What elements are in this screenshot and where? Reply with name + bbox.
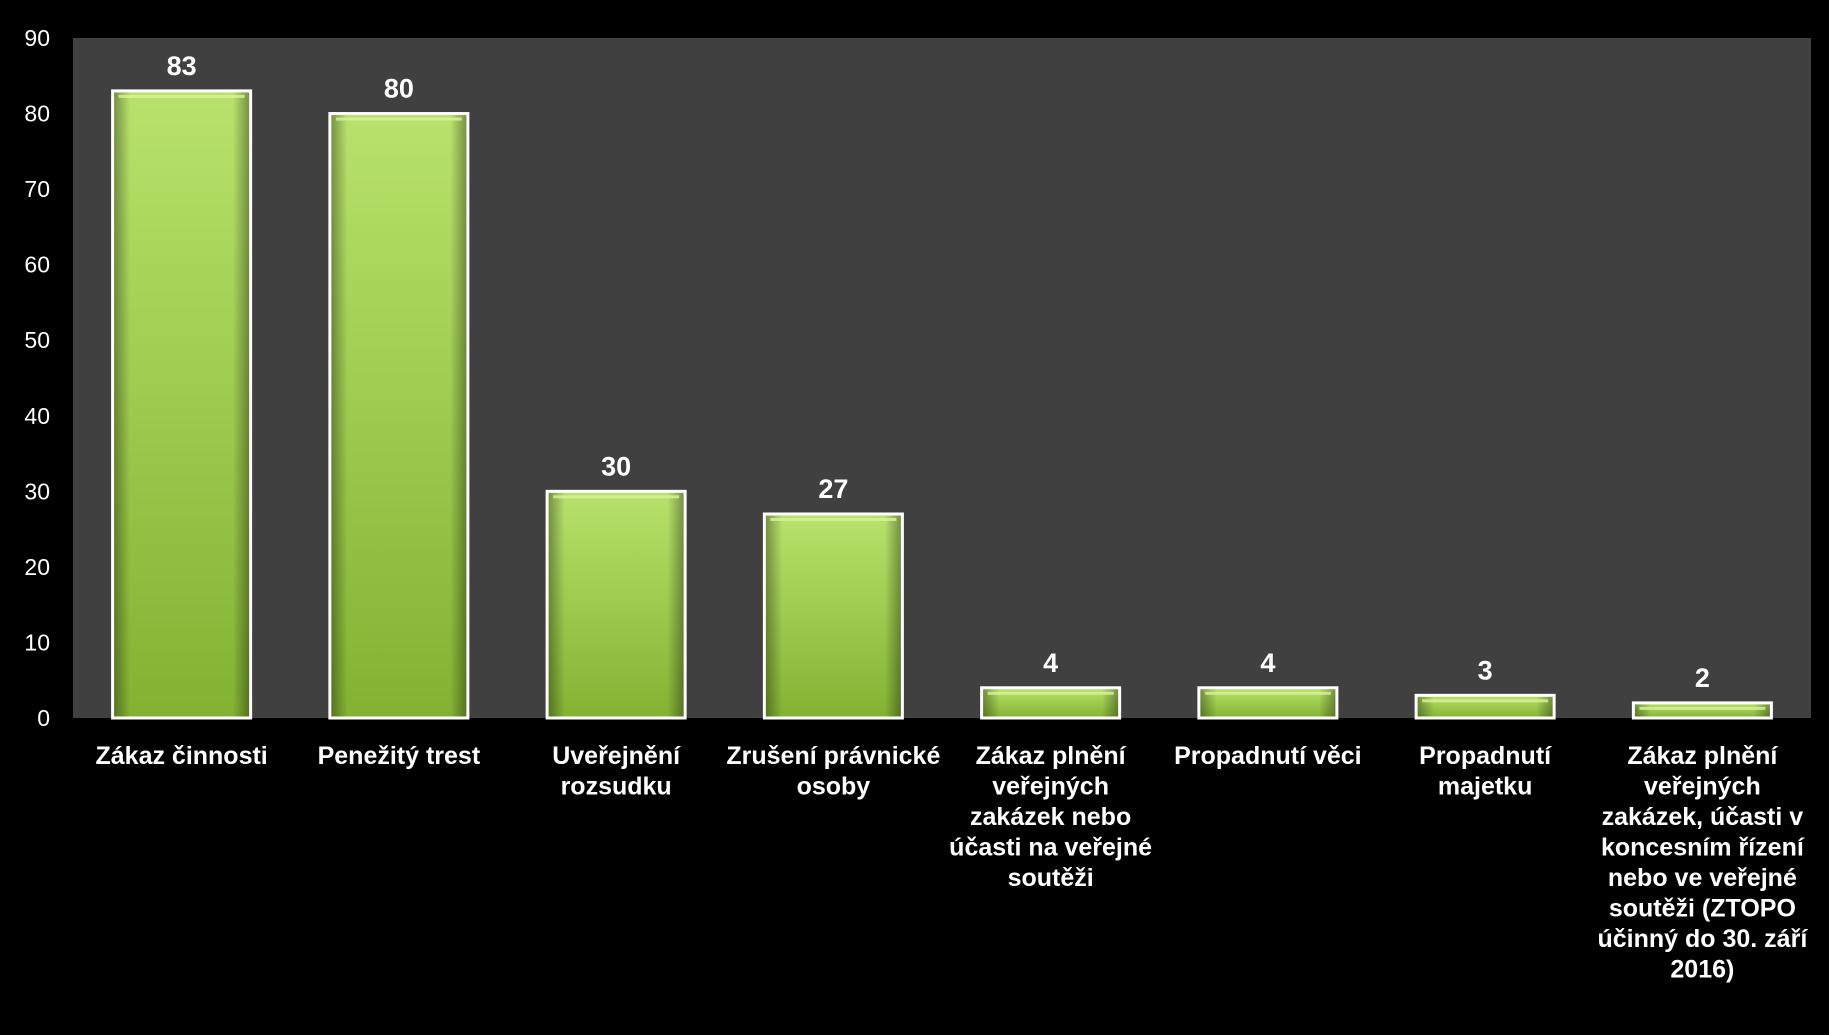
- x-category-label: Zákaz plnění veřejných zakázek nebo účasti …: [949, 742, 1152, 892]
- x-category-label: Penežitý trest: [318, 742, 481, 770]
- bar: [980, 686, 1122, 720]
- bar: [1631, 701, 1773, 720]
- bar-value-label: 80: [384, 74, 414, 104]
- bar: [111, 89, 253, 720]
- x-category-label-line: koncesním řízení: [1601, 834, 1805, 862]
- x-category-label-line: účinný do 30. září: [1597, 925, 1808, 953]
- x-category-label: Propadnutí věci: [1174, 742, 1362, 770]
- bar-shade: [1634, 704, 1770, 717]
- y-tick-label: 30: [24, 478, 50, 504]
- x-category-label-line: Penežitý trest: [318, 742, 481, 770]
- bar-shade: [114, 92, 250, 717]
- bar-value-label: 30: [601, 451, 631, 481]
- bar-highlight: [1422, 699, 1549, 703]
- bar-shade: [548, 492, 684, 717]
- x-category-label-line: Uveřejnění: [552, 742, 681, 770]
- x-category-label-line: veřejných: [1644, 773, 1761, 801]
- x-category-label-line: účasti na veřejné: [949, 834, 1152, 862]
- bar: [762, 512, 904, 720]
- x-category-label-line: Zákaz plnění: [976, 742, 1127, 770]
- bar-value-label: 27: [818, 474, 848, 504]
- x-category-label-line: osoby: [797, 773, 871, 801]
- y-tick-label: 60: [24, 252, 50, 278]
- x-category-label-line: soutěži (ZTOPO: [1609, 895, 1796, 923]
- bar-value-label: 2: [1695, 663, 1710, 693]
- x-category-label: Zákaz činnosti: [95, 742, 267, 770]
- y-tick-label: 80: [24, 101, 50, 127]
- bar-highlight: [770, 518, 897, 521]
- x-category-label-line: soutěži: [1008, 864, 1094, 892]
- bar-highlight: [553, 495, 680, 499]
- bar-value-label: 4: [1260, 648, 1275, 678]
- x-axis: Zákaz činnosti Penežitý trest Uveřejnění ro…: [95, 742, 1808, 984]
- bar-shade: [765, 515, 901, 717]
- y-tick-label: 50: [24, 327, 50, 353]
- y-tick-label: 40: [24, 403, 50, 429]
- x-category-label-line: Zákaz plnění: [1627, 742, 1778, 770]
- value-labels: 83 80 30 27 4 4 3 2: [167, 51, 1710, 693]
- x-category-label-line: Zákaz činnosti: [95, 742, 267, 770]
- bar-highlight: [987, 691, 1114, 695]
- bar-highlight: [1204, 691, 1331, 695]
- x-category-label: Uveřejnění rozsudku: [552, 742, 681, 801]
- bar: [1197, 686, 1339, 720]
- bar-highlight: [1639, 706, 1766, 710]
- x-category-label-line: rozsudku: [561, 773, 672, 801]
- y-tick-label: 90: [24, 25, 50, 51]
- x-category-label: Propadnutí majetku: [1419, 742, 1552, 801]
- x-category-label-line: Propadnutí věci: [1174, 742, 1362, 770]
- y-tick-label: 70: [24, 176, 50, 202]
- y-tick-label: 20: [24, 554, 50, 580]
- x-category-label-line: majetku: [1438, 773, 1532, 801]
- bar-shade: [331, 115, 467, 717]
- bar: [1414, 693, 1556, 720]
- x-category-label-line: Propadnutí: [1419, 742, 1552, 770]
- bar-highlight: [335, 117, 462, 121]
- bar-value-label: 4: [1043, 648, 1058, 678]
- x-category-label-line: zakázek nebo: [970, 803, 1131, 831]
- x-category-label-line: 2016): [1670, 956, 1734, 984]
- x-category-label-line: veřejných: [992, 773, 1109, 801]
- x-category-label: Zrušení právnické osoby: [726, 742, 940, 801]
- y-tick-label: 0: [37, 705, 50, 731]
- x-category-label: Zákaz plnění veřejných zakázek, účasti v ko…: [1597, 742, 1808, 984]
- x-category-label-line: nebo ve veřejné: [1608, 864, 1797, 892]
- bar: [545, 489, 687, 720]
- bar-value-label: 83: [167, 51, 197, 81]
- y-tick-label: 10: [24, 629, 50, 655]
- x-category-label-line: Zrušení právnické: [726, 742, 940, 770]
- y-axis: 0 10 20 30 40 50 60 70 80 90: [24, 25, 50, 731]
- bars: [111, 89, 1773, 720]
- bar-highlight: [118, 94, 245, 98]
- bar: [328, 112, 470, 720]
- bar-value-label: 3: [1478, 655, 1493, 685]
- x-category-label-line: zakázek, účasti v: [1602, 803, 1804, 831]
